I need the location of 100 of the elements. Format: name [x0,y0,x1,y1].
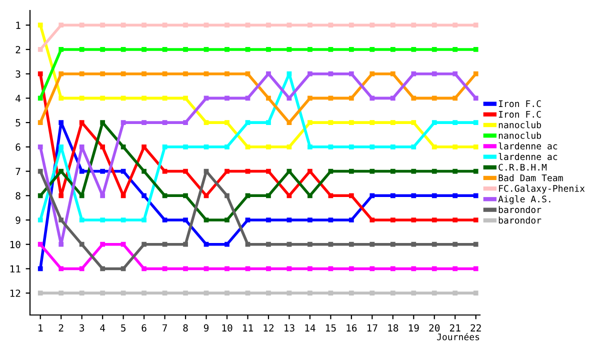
point [204,22,209,28]
point [183,242,188,247]
point [370,168,375,174]
point [452,47,458,52]
point [79,290,84,296]
point [452,71,458,76]
point [432,290,437,296]
point [266,218,271,222]
x-tick-label: 5 [121,324,126,332]
point [390,71,396,76]
point [162,168,168,174]
point [286,266,292,272]
point [100,266,106,272]
x-tick-label: 7 [162,324,167,332]
point [370,266,375,272]
legend-label: Bad Dam Team [498,174,563,182]
point [38,193,43,198]
point [120,242,126,247]
point [349,47,354,52]
x-tick-label: 8 [183,324,188,332]
point [349,71,354,76]
x-tick-label: 2 [58,324,64,332]
point [245,22,250,28]
point [79,47,84,52]
point [308,96,312,101]
y-tick-label: 9 [16,216,20,224]
point [204,120,209,125]
point [308,22,312,28]
x-tick-label: 6 [142,324,146,332]
point [473,218,478,222]
point [79,144,84,150]
point [390,242,396,247]
point [162,266,168,272]
point [370,193,375,198]
point [411,120,416,125]
point [224,218,230,222]
point [411,71,416,76]
point [349,266,354,272]
point [411,193,416,198]
point [183,47,188,52]
y-tick-label: 3 [16,70,20,78]
point [79,120,84,125]
point [390,266,396,272]
point [100,120,106,125]
legend-label: C.R.B.H.M [498,164,547,171]
point [328,144,334,150]
point [286,144,292,150]
point [245,193,250,198]
point [79,242,84,247]
x-tick-label: 16 [346,324,357,332]
point [245,218,250,222]
point [452,266,458,272]
point [452,120,458,125]
x-tick-label: 18 [388,324,398,332]
point [432,47,437,52]
point [411,242,416,247]
point [183,290,188,296]
point [79,71,84,76]
point [58,22,64,28]
point [286,47,292,52]
x-tick-label: 14 [305,324,316,332]
point [390,96,396,101]
point [245,96,250,101]
point [349,290,354,296]
point [286,71,292,76]
point [308,120,312,125]
point [452,96,458,101]
point [100,168,106,174]
point [58,71,64,76]
point [224,266,230,272]
point [58,168,64,174]
y-tick-label: 6 [16,143,20,151]
point [58,47,64,52]
point [38,218,43,222]
point [142,290,146,296]
point [349,168,354,174]
x-tick-label: 9 [204,324,209,332]
point [100,290,106,296]
point [142,96,146,101]
point [142,71,146,76]
point [58,193,64,198]
point [224,144,230,150]
point [245,168,250,174]
point [245,242,250,247]
point [286,193,292,198]
point [245,144,250,150]
y-tick-label: 8 [16,192,20,200]
point [370,218,375,222]
point [100,71,106,76]
point [120,120,126,125]
point [349,120,354,125]
x-tick-label: 20 [429,324,440,332]
point [390,120,396,125]
point [432,120,437,125]
point [370,290,375,296]
point [308,242,312,247]
y-tick-label: 1 [16,22,20,29]
point [390,193,396,198]
point [120,193,126,198]
x-tick-label: 19 [408,324,419,332]
